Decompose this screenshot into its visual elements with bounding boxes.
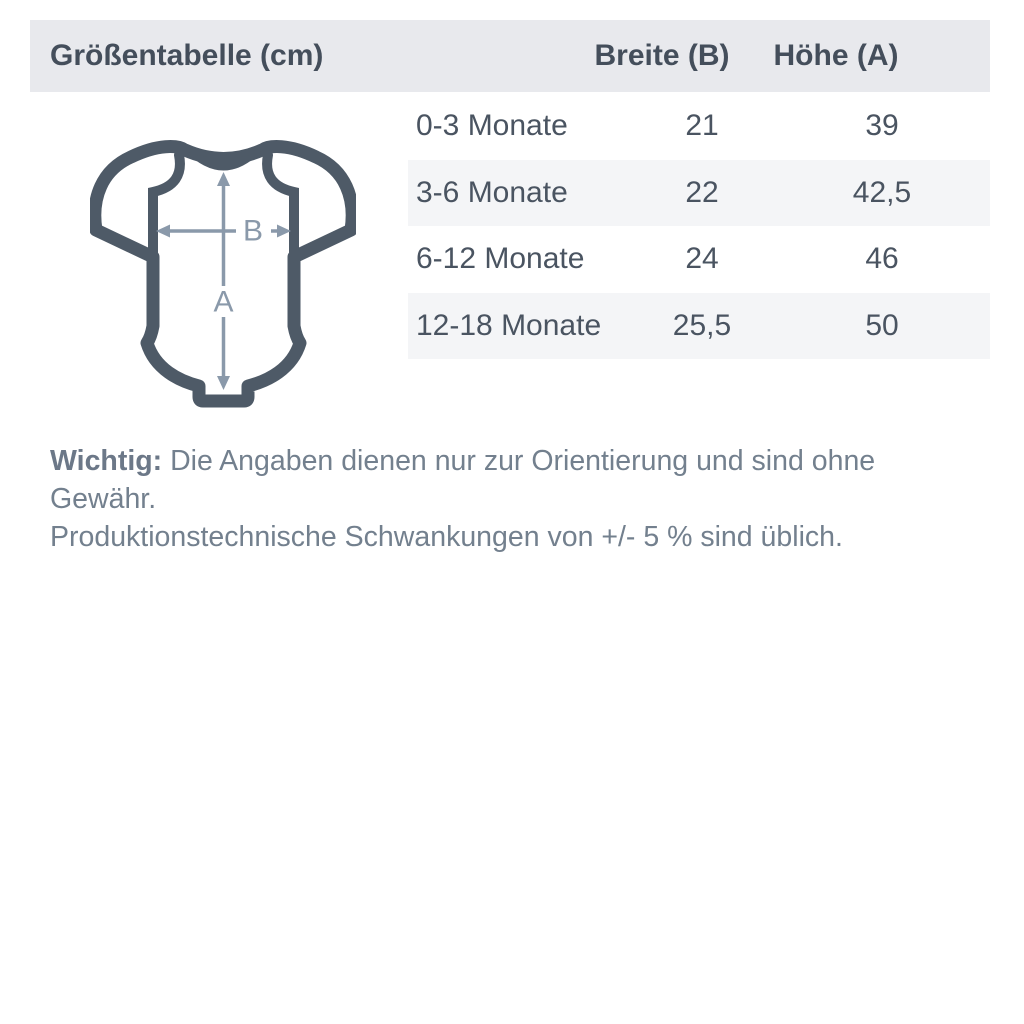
size-cell: 0-3 Monate — [416, 109, 568, 143]
height-cell: 39 — [865, 109, 899, 143]
baby-bodysuit-icon: A B — [88, 140, 359, 408]
column-header-height: Höhe (A) — [773, 39, 899, 72]
neckline — [185, 151, 262, 171]
table-row: 3-6 Monate 22 42,5 — [408, 159, 990, 226]
width-cell: 22 — [685, 175, 719, 209]
size-cell: 6-12 Monate — [416, 242, 585, 276]
height-cell: 42,5 — [852, 175, 912, 209]
right-shoulder-seam — [262, 150, 299, 263]
height-cell: 46 — [865, 242, 899, 276]
width-cell: 25,5 — [672, 308, 732, 342]
disclaimer-note: Wichtig: Die Angaben dienen nur zur Orie… — [50, 442, 985, 556]
table-row: 12-18 Monate 25,5 50 — [408, 292, 990, 359]
size-cell: 12-18 Monate — [416, 308, 602, 342]
width-cell: 21 — [685, 109, 719, 143]
width-cell: 24 — [685, 242, 719, 276]
note-label: Wichtig: — [50, 445, 163, 477]
table-header-bar: Größentabelle (cm) Breite (B) Höhe (A) — [30, 20, 990, 92]
left-shoulder-seam — [148, 150, 185, 263]
page-title: Größentabelle (cm) — [50, 39, 324, 72]
column-header-width: Breite (B) — [594, 39, 730, 72]
width-arrow: B — [156, 215, 291, 248]
height-label: A — [213, 286, 233, 319]
measurement-diagram: A B — [88, 136, 359, 410]
note-line2: Produktionstechnische Schwankungen von +… — [50, 521, 843, 553]
height-arrow: A — [213, 172, 234, 390]
size-table: 0-3 Monate 21 39 3-6 Monate 22 42,5 6-12… — [408, 93, 990, 359]
table-row: 6-12 Monate 24 46 — [408, 226, 990, 293]
note-line1: Die Angaben dienen nur zur Orientierung … — [50, 445, 876, 515]
size-cell: 3-6 Monate — [416, 175, 568, 209]
table-row: 0-3 Monate 21 39 — [408, 93, 990, 160]
height-cell: 50 — [865, 308, 899, 342]
width-label: B — [243, 215, 263, 248]
